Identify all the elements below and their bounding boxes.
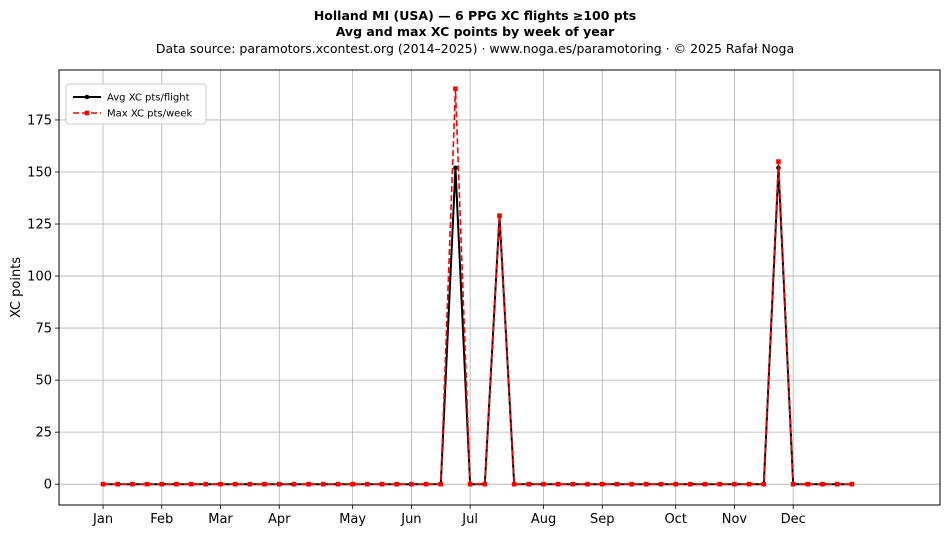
chart-subtitle: Avg and max XC points by week of year — [335, 24, 615, 39]
x-tick-label: Aug — [531, 512, 556, 527]
x-tick-label: Feb — [150, 512, 173, 527]
y-tick-label: 50 — [35, 374, 52, 389]
data-point-max — [423, 481, 429, 487]
chart-titles: Holland MI (USA) — 6 PPG XC flights ≥100… — [0, 8, 950, 58]
data-point-max — [438, 481, 444, 487]
grid-lines — [59, 70, 940, 505]
data-point-max — [820, 481, 825, 487]
series-line-max — [103, 87, 852, 485]
chart-title: Holland MI (USA) — 6 PPG XC flights ≥100… — [313, 8, 637, 23]
y-tick-label: 100 — [27, 270, 52, 285]
data-point-max — [453, 86, 458, 92]
data-point-max — [276, 481, 282, 487]
data-point-max — [849, 481, 855, 487]
data-point-max — [467, 481, 473, 487]
x-tick-label: Jan — [92, 512, 113, 527]
data-point-max — [218, 481, 223, 487]
data-point-max — [350, 481, 355, 487]
data-point-max — [159, 481, 165, 487]
data-point-max — [688, 481, 693, 487]
data-point-max — [614, 481, 620, 487]
legend-label-avg: Avg XC pts/flight — [107, 93, 190, 104]
data-point-max — [526, 481, 532, 487]
data-point-max — [629, 481, 634, 487]
data-point-max — [115, 481, 121, 487]
y-tick-label: 25 — [35, 426, 52, 441]
y-tick-label: 125 — [27, 218, 52, 233]
legend-box — [65, 83, 207, 125]
data-point-avg — [453, 165, 458, 171]
y-tick-label: 75 — [35, 322, 52, 337]
x-tick-label: Sep — [590, 512, 615, 527]
axis-ticks: Jan Feb Mar Apr May Jun Jul Aug Sep Oct Nov Dec 0 25 5… — [27, 113, 806, 527]
data-point-max — [541, 481, 546, 487]
legend: Avg XC pts/flight Max XC pts/week — [65, 83, 207, 125]
data-point-max — [379, 481, 385, 487]
data-point-max — [585, 481, 590, 487]
data-point-max — [497, 213, 502, 218]
data-point-max — [482, 481, 488, 487]
series-line-avg — [103, 166, 852, 486]
x-tick-label: Mar — [208, 512, 233, 527]
data-point-max — [203, 481, 209, 487]
data-point-max — [746, 481, 752, 487]
data-point-max — [776, 159, 781, 164]
data-point-max — [805, 481, 811, 487]
legend-marker-max — [84, 110, 90, 116]
y-tick-label: 0 — [44, 478, 52, 493]
data-point-max — [232, 481, 238, 487]
chart-source-line: Data source: paramotors.xcontest.org (20… — [155, 41, 795, 56]
plot-frame — [58, 69, 941, 506]
legend-marker-avg — [84, 94, 90, 100]
data-point-max — [144, 481, 150, 487]
y-axis-label: XC points — [9, 257, 24, 318]
x-tick-label: Dec — [781, 512, 806, 527]
data-point-max — [321, 481, 326, 487]
data-point-max — [511, 481, 517, 487]
data-point-max — [174, 481, 179, 487]
x-tick-label: Jul — [461, 512, 478, 527]
data-point-max — [599, 481, 605, 487]
data-point-max — [188, 481, 194, 487]
y-tick-label: 150 — [27, 165, 52, 180]
data-point-max — [306, 481, 311, 487]
data-point-max — [834, 481, 840, 487]
series-layer — [100, 86, 855, 487]
data-point-max — [409, 481, 414, 487]
data-point-max — [394, 481, 400, 487]
data-point-max — [335, 481, 341, 487]
x-tick-label: May — [339, 512, 366, 527]
data-point-max — [702, 481, 708, 487]
data-point-max — [732, 481, 737, 487]
data-point-max — [570, 481, 576, 487]
y-tick-label: 175 — [27, 113, 52, 128]
data-point-max — [291, 481, 297, 487]
legend-label-max: Max XC pts/week — [107, 109, 192, 120]
data-point-max — [658, 481, 664, 487]
x-tick-label: Jun — [400, 512, 421, 527]
x-tick-label: Apr — [268, 512, 291, 527]
data-point-max — [717, 481, 723, 487]
data-point-max — [673, 481, 678, 487]
data-point-max — [100, 481, 106, 487]
data-point-max — [761, 481, 767, 487]
data-point-max — [130, 481, 135, 487]
data-point-max — [644, 481, 649, 487]
data-point-max — [247, 481, 253, 487]
data-point-max — [365, 481, 370, 487]
x-tick-label: Oct — [664, 512, 686, 527]
data-point-max — [555, 481, 561, 487]
data-point-max — [262, 481, 267, 487]
data-point-max — [790, 481, 796, 487]
x-tick-label: Nov — [722, 512, 748, 527]
